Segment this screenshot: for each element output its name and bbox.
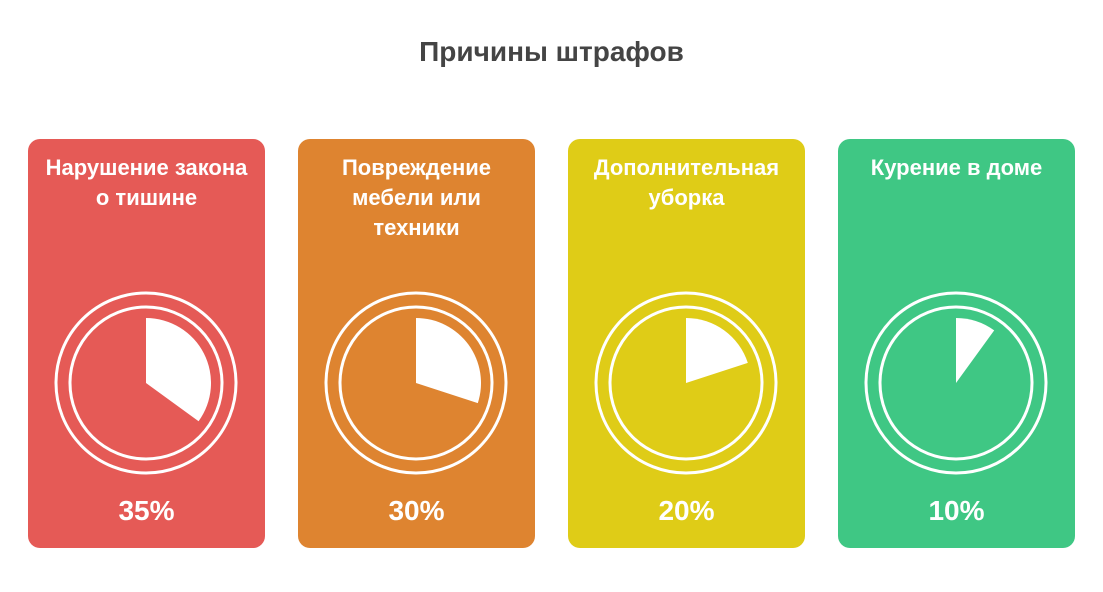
pie-wedge [146, 318, 211, 422]
pie-wedge [416, 318, 481, 404]
pie-icon [594, 291, 778, 475]
card-label: Повреждение мебели или техники [341, 155, 491, 240]
outer-ring [594, 291, 778, 475]
value-label: 35% [118, 495, 175, 526]
card: Нарушение закона о тишине 35% [28, 139, 265, 548]
inner-ring [608, 305, 764, 461]
inner-ring [68, 305, 224, 461]
card: Дополнительная уборка 20% [568, 139, 805, 548]
inner-ring [338, 305, 494, 461]
value-label: 10% [928, 495, 985, 526]
outer-ring [864, 291, 1048, 475]
card: Повреждение мебели или техники 30% [298, 139, 535, 548]
card: Курение в доме 10% [838, 139, 1075, 548]
value-label: 30% [388, 495, 445, 526]
pie-icon [54, 291, 238, 475]
pie-wedge [686, 318, 748, 383]
card-label: Курение в доме [870, 155, 1043, 180]
pie-icon [864, 291, 1048, 475]
outer-ring [324, 291, 508, 475]
outer-ring [54, 291, 238, 475]
value-label: 20% [658, 495, 715, 526]
inner-ring [878, 305, 1034, 461]
chart-title: Причины штрафов [419, 36, 684, 67]
pie-wedge [956, 318, 995, 383]
pie-icon [324, 291, 508, 475]
card-label: Нарушение закона о тишине [45, 155, 248, 210]
card-label: Дополнительная уборка [593, 155, 780, 210]
